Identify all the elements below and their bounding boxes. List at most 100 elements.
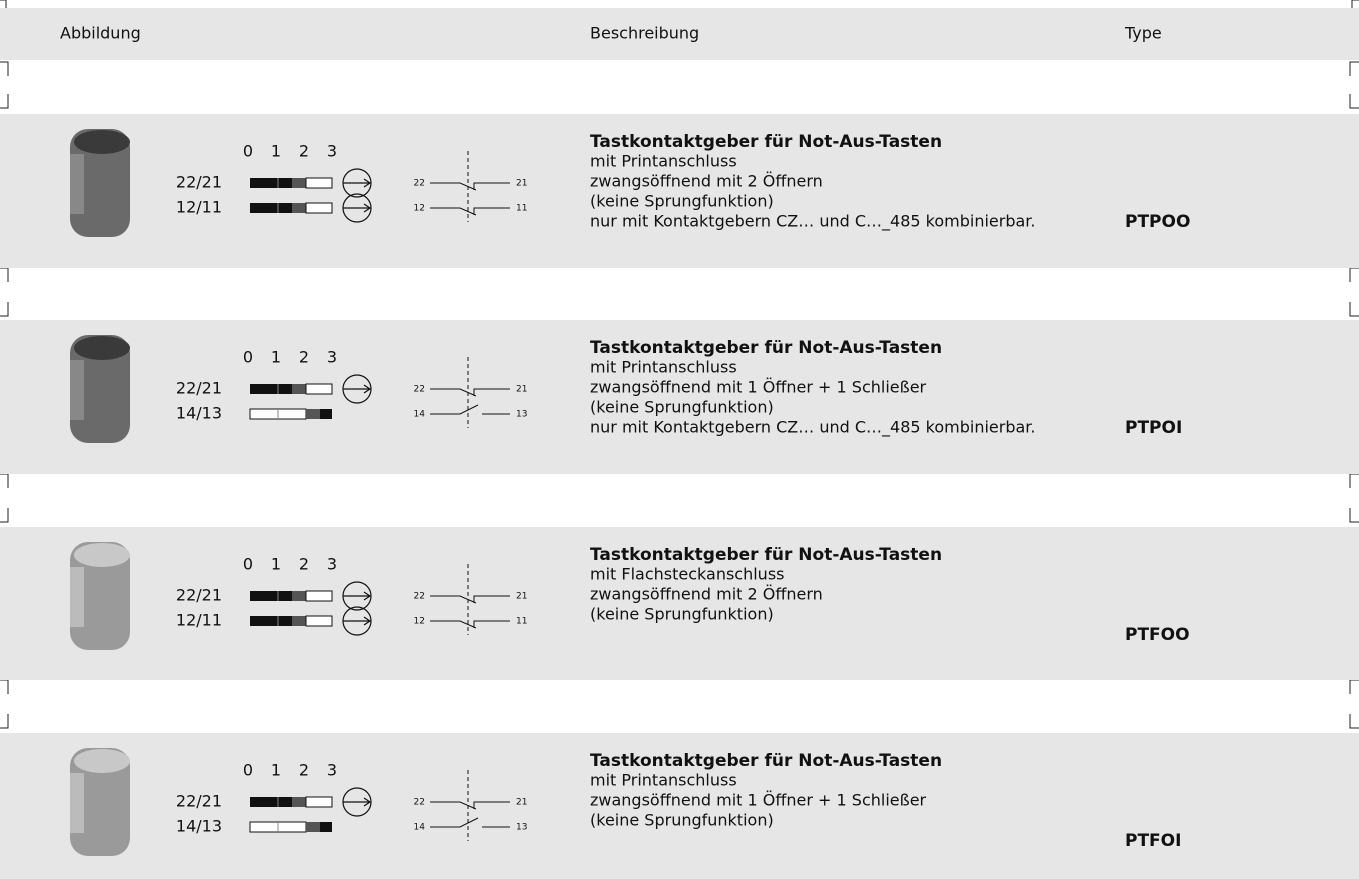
photo-side [70,360,84,420]
product-type: PTFOO [1125,625,1190,645]
photo-top [74,336,130,360]
positive-arrow [343,797,372,807]
contact-label: 22/21 [176,379,222,398]
position-label: 0 [243,761,253,780]
position-label: 2 [299,348,309,367]
row-band [0,527,1359,680]
terminal-label: 21 [516,179,527,189]
positive-arrow [343,203,372,213]
positive-arrow [343,384,372,394]
contact-symbol [430,595,510,604]
position-label: 0 [243,555,253,574]
position-label: 3 [327,142,337,161]
position-label: 2 [299,142,309,161]
position-label: 0 [243,142,253,161]
header-band [0,8,1359,60]
terminal-label: 14 [414,410,426,420]
position-label: 2 [299,555,309,574]
description-line: mit Printanschluss [590,771,737,790]
bar-on [250,616,292,626]
contact-symbol [430,801,510,810]
positive-arrow [343,178,372,188]
bar-on [320,822,332,832]
bar-off [305,202,333,214]
position-label: 1 [271,348,281,367]
product-title: Tastkontaktgeber für Not-Aus-Tasten [590,338,942,358]
terminal-label: 11 [516,617,527,627]
terminal-label: 12 [414,204,425,214]
bar-transit [292,616,306,626]
position-label: 1 [271,761,281,780]
description-line: zwangsöffnend mit 1 Öffner + 1 Schließer [590,791,927,810]
contact-symbol [430,388,510,397]
terminal-label: 11 [516,204,527,214]
description-line: (keine Sprungfunktion) [590,605,774,624]
photo-top [74,130,130,154]
bar-on [250,591,292,601]
bar-off [305,615,333,627]
product-type: PTPOO [1125,212,1190,232]
column-header: Abbildung [60,24,141,43]
terminal-label: 22 [414,179,425,189]
terminal-label: 14 [414,823,426,833]
description-line: zwangsöffnend mit 1 Öffner + 1 Schließer [590,378,927,397]
photo-side [70,567,84,627]
contact-symbol [430,207,510,216]
product-photo [70,748,130,856]
terminal-label: 22 [414,798,425,808]
photo-side [70,773,84,833]
product-row: 0 1 2 3 22/21 22 21 14/13 14 13 Tastkontaktgeber f… [0,733,1359,879]
description-line: zwangsöffnend mit 2 Öffnern [590,585,823,604]
description-line: nur mit Kontaktgebern CZ… und C…_485 kom… [590,418,1035,438]
description-line: mit Printanschluss [590,152,737,171]
contact-label: 22/21 [176,173,222,192]
bar-transit [292,384,306,394]
terminal-label: 21 [516,798,527,808]
bar-transit [292,178,306,188]
position-label: 1 [271,142,281,161]
bar-transit [292,797,306,807]
product-photo [70,542,130,650]
bar-on [250,384,292,394]
position-label: 3 [327,348,337,367]
product-type: PTFOI [1125,831,1181,851]
contact-label: 12/11 [176,198,222,217]
product-type: PTPOI [1125,418,1182,438]
contact-label: 22/21 [176,792,222,811]
contact-symbol [430,817,510,828]
terminal-label: 21 [516,592,527,602]
product-photo [70,129,130,237]
description-line: (keine Sprungfunktion) [590,192,774,211]
row-band [0,114,1359,268]
description-line: zwangsöffnend mit 2 Öffnern [590,172,823,191]
bar-on [250,797,292,807]
photo-top [74,543,130,567]
position-label: 1 [271,555,281,574]
photo-top [74,749,130,773]
bar-on [320,409,332,419]
bar-off [305,796,333,808]
bar-on [250,178,292,188]
position-label: 3 [327,761,337,780]
bar-transit [306,409,320,419]
position-label: 3 [327,555,337,574]
terminal-label: 12 [414,617,425,627]
description-line: mit Printanschluss [590,358,737,377]
bar-off [305,383,333,395]
description-line: nur mit Kontaktgebern CZ… und C…_485 kom… [590,212,1035,232]
column-header: Beschreibung [590,24,699,43]
bar-transit [292,591,306,601]
bar-off [305,590,333,602]
contact-symbol [430,620,510,629]
terminal-label: 22 [414,592,425,602]
product-title: Tastkontaktgeber für Not-Aus-Tasten [590,545,942,565]
contact-symbol [430,404,510,415]
column-header: Type [1124,24,1162,43]
row-band [0,733,1359,879]
terminal-label: 13 [516,823,527,833]
contact-label: 22/21 [176,586,222,605]
product-title: Tastkontaktgeber für Not-Aus-Tasten [590,751,942,771]
bar-off [305,177,333,189]
